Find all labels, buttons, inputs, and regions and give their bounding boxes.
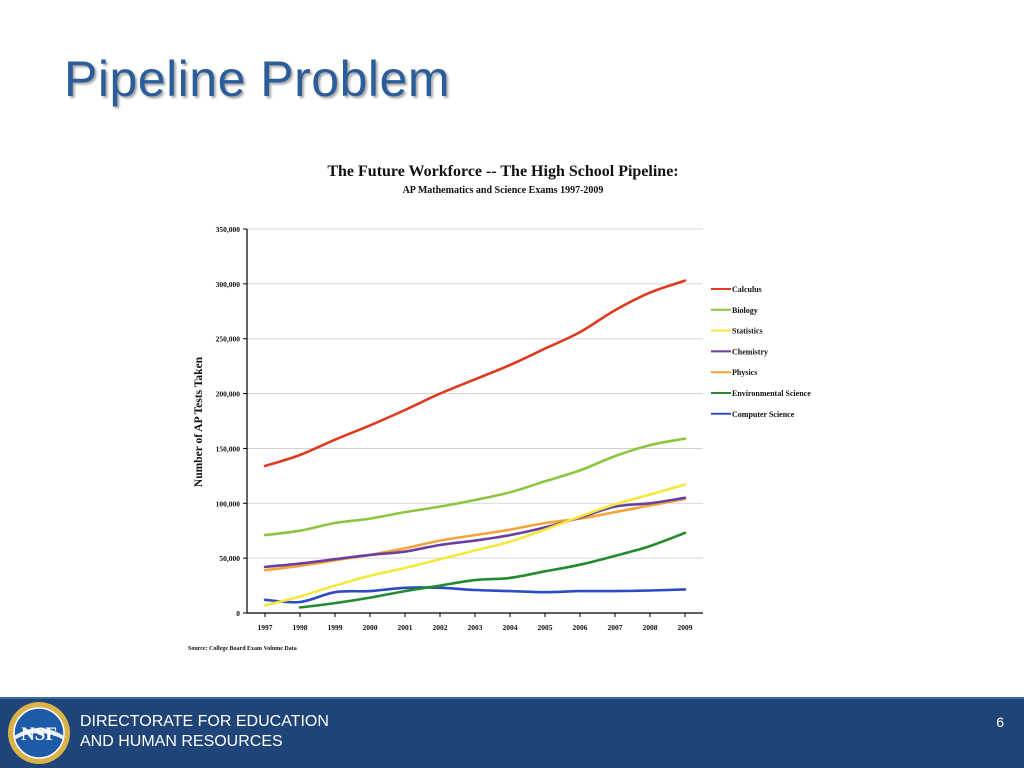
legend-label-statistics: Statistics (732, 327, 763, 336)
directorate-line-1: DIRECTORATE FOR EDUCATION (80, 713, 329, 730)
x-tick-label: 2008 (643, 623, 658, 632)
legend-label-computer-science: Computer Science (732, 410, 795, 419)
y-tick-label: 100,000 (216, 499, 241, 508)
x-tick-label: 1998 (293, 623, 308, 632)
legend-label-environmental-science: Environmental Science (732, 389, 811, 398)
slide-title: Pipeline Problem (64, 51, 450, 107)
legend-label-physics: Physics (732, 368, 757, 377)
y-tick-label: 150,000 (216, 444, 241, 453)
y-tick-label: 350,000 (216, 225, 241, 234)
y-tick-label: 200,000 (216, 390, 241, 399)
x-tick-label: 2009 (678, 623, 693, 632)
x-tick-label: 2000 (363, 623, 378, 632)
series-line-computer-science (263, 586, 687, 604)
x-tick-label: 2005 (538, 623, 553, 632)
x-tick-label: 2006 (573, 623, 588, 632)
x-tick-label: 2002 (433, 623, 448, 632)
nsf-logo-text: NSF (21, 724, 57, 745)
directorate-name: DIRECTORATE FOR EDUCATION AND HUMAN RESO… (80, 712, 329, 752)
x-tick-label: 2003 (468, 623, 483, 632)
x-tick-label: 2007 (608, 623, 623, 632)
chart-subtitle: AP Mathematics and Science Exams 1997-20… (403, 185, 604, 196)
ap-exams-line-chart: The Future Workforce -- The High School … (188, 163, 811, 652)
series-line-chemistry (263, 496, 687, 569)
legend-label-chemistry: Chemistry (732, 347, 768, 356)
x-tick-label: 1997 (258, 623, 273, 632)
legend-label-calculus: Calculus (732, 285, 762, 294)
legend-label-biology: Biology (732, 306, 758, 315)
nsf-logo-icon: NSF (8, 702, 70, 764)
y-tick-label: 50,000 (219, 554, 240, 563)
gridlines (247, 228, 703, 559)
x-tick-label: 1999 (328, 623, 343, 632)
footer-bar: NSF DIRECTORATE FOR EDUCATION AND HUMAN … (0, 697, 1024, 768)
y-tick-label: 0 (236, 609, 240, 618)
series-line-statistics (263, 483, 687, 607)
directorate-line-2: AND HUMAN RESOURCES (80, 733, 283, 750)
y-tick-label: 250,000 (216, 335, 241, 344)
footer-divider (0, 697, 1024, 699)
legend: Calculus Biology Statistics Chemistry Physic… (711, 285, 811, 419)
source-note: Source: College Board Exam Volume Data (188, 646, 297, 652)
y-axis-label: Number of AP Tests Taken (193, 356, 205, 487)
series-line-calculus (263, 279, 687, 468)
chart-title: The Future Workforce -- The High School … (327, 163, 678, 180)
page-number: 6 (996, 714, 1004, 730)
y-tick-label: 300,000 (216, 280, 241, 289)
series-line-biology (263, 437, 687, 537)
series-lines (263, 279, 687, 609)
series-line-environmental-science (298, 531, 687, 609)
x-tick-label: 2004 (503, 623, 518, 632)
axes: 0 50,000 100,000 150,000 200,000 250,000 300,0… (216, 225, 703, 632)
x-tick-label: 2001 (398, 623, 413, 632)
